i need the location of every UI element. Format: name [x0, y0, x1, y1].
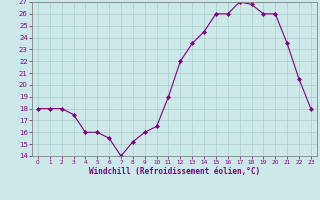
X-axis label: Windchill (Refroidissement éolien,°C): Windchill (Refroidissement éolien,°C)	[89, 167, 260, 176]
